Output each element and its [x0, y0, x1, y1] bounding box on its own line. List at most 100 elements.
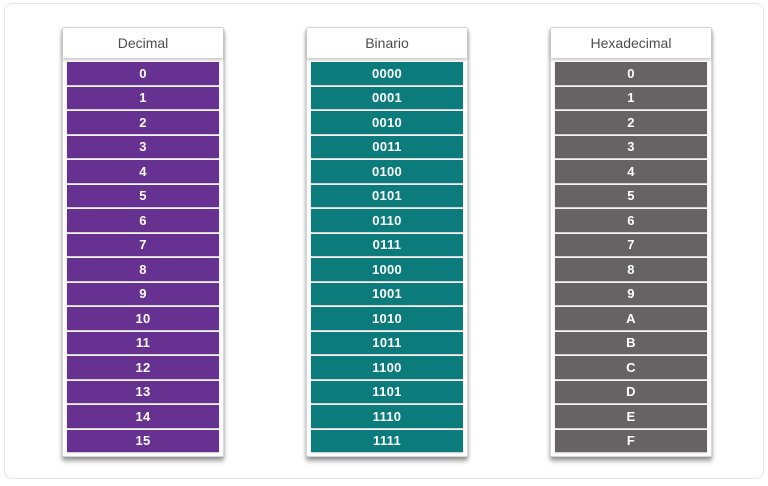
row-value: 2 — [139, 114, 147, 130]
row-value: 0100 — [371, 163, 403, 179]
row-value: E — [626, 408, 636, 424]
row-value: 3 — [139, 139, 147, 155]
row-value: 1010 — [371, 310, 403, 326]
table-row: B — [555, 331, 707, 354]
row-value: 0111 — [372, 237, 402, 253]
table-row: 9 — [67, 282, 219, 305]
row-value: 1100 — [372, 359, 402, 375]
table-row: 1111 — [311, 429, 463, 452]
table-row: 1000 — [311, 258, 463, 281]
row-value: 0010 — [371, 114, 403, 130]
row-value: 15 — [135, 433, 151, 449]
table-row: 1110 — [311, 405, 463, 428]
row-value: 4 — [627, 163, 635, 179]
row-value: 6 — [627, 212, 635, 228]
row-value: B — [626, 335, 636, 351]
table-row: 10 — [67, 307, 219, 330]
row-value: 7 — [139, 237, 147, 253]
row-value: A — [626, 310, 636, 326]
table-row: 4 — [555, 160, 707, 183]
table-row: 1101 — [311, 380, 463, 403]
row-value: 0 — [627, 65, 635, 81]
column-body-binary: 0000 0001 0010 0011 0100 0101 0110 0111 1000 1001… — [307, 58, 467, 456]
table-row: 1010 — [311, 307, 463, 330]
table-row: 5 — [555, 184, 707, 207]
row-value: 1101 — [372, 384, 402, 400]
table-row: 7 — [555, 233, 707, 256]
row-value: 0011 — [372, 139, 402, 155]
table-row: C — [555, 356, 707, 379]
table-row: 0000 — [311, 62, 463, 85]
row-value: 8 — [139, 261, 147, 277]
table-row: 7 — [67, 233, 219, 256]
row-value: 3 — [627, 139, 635, 155]
table-row: 9 — [555, 282, 707, 305]
row-value: 0000 — [371, 65, 403, 81]
table-row: 15 — [67, 429, 219, 452]
row-value: 5 — [139, 188, 147, 204]
table-row: 0 — [555, 62, 707, 85]
table-row: 2 — [67, 111, 219, 134]
table-row: F — [555, 429, 707, 452]
row-value: 1 — [627, 90, 635, 106]
row-value: 1000 — [371, 261, 403, 277]
table-row: 1001 — [311, 282, 463, 305]
table-row: 3 — [67, 135, 219, 158]
row-value: 9 — [627, 286, 635, 302]
table-row: 1 — [67, 86, 219, 109]
table-row: 6 — [555, 209, 707, 232]
table-row: 4 — [67, 160, 219, 183]
table-row: 2 — [555, 111, 707, 134]
table-row: 8 — [555, 258, 707, 281]
row-value: 4 — [139, 163, 147, 179]
table-row: E — [555, 405, 707, 428]
table-row: 0100 — [311, 160, 463, 183]
row-value: 0 — [139, 65, 147, 81]
row-value: 8 — [627, 261, 635, 277]
row-value: 9 — [139, 286, 147, 302]
column-card-decimal: Decimal 0 1 2 3 4 5 6 7 8 9 10 11 12 13 14 15 — [62, 27, 224, 457]
row-value: 7 — [627, 237, 635, 253]
table-row: 0001 — [311, 86, 463, 109]
column-card-binary: Binario 0000 0001 0010 0011 0100 0101 0110 0111… — [306, 27, 468, 457]
table-row: D — [555, 380, 707, 403]
table-row: 0111 — [311, 233, 463, 256]
row-value: 12 — [135, 359, 151, 375]
table-row: 0101 — [311, 184, 463, 207]
row-value: 2 — [627, 114, 635, 130]
column-header-binary: Binario — [307, 28, 467, 58]
row-value: 1 — [139, 90, 147, 106]
row-value: 1011 — [372, 335, 402, 351]
table-row: 1011 — [311, 331, 463, 354]
table-row: A — [555, 307, 707, 330]
table-row: 13 — [67, 380, 219, 403]
table-row: 1100 — [311, 356, 463, 379]
table-row: 0 — [67, 62, 219, 85]
row-value: 1110 — [372, 408, 402, 424]
row-value: 13 — [135, 384, 151, 400]
row-value: C — [626, 359, 636, 375]
row-value: 1111 — [373, 433, 401, 449]
table-row: 6 — [67, 209, 219, 232]
table-row: 11 — [67, 331, 219, 354]
table-row: 14 — [67, 405, 219, 428]
table-row: 12 — [67, 356, 219, 379]
table-row: 0011 — [311, 135, 463, 158]
row-value: 10 — [135, 310, 151, 326]
row-value: 0101 — [371, 188, 403, 204]
row-value: 0001 — [371, 90, 403, 106]
table-row: 8 — [67, 258, 219, 281]
row-value: 0110 — [372, 212, 402, 228]
column-body-decimal: 0 1 2 3 4 5 6 7 8 9 10 11 12 13 14 15 — [63, 58, 223, 456]
table-row: 0010 — [311, 111, 463, 134]
table-row: 5 — [67, 184, 219, 207]
row-value: 5 — [627, 188, 635, 204]
table-row: 0110 — [311, 209, 463, 232]
row-value: 14 — [135, 408, 151, 424]
row-value: 1001 — [371, 286, 403, 302]
row-value: 6 — [139, 212, 147, 228]
conversion-table: Decimal 0 1 2 3 4 5 6 7 8 9 10 11 12 13 14 15 Binario 0… — [62, 27, 712, 457]
column-header-hexadecimal: Hexadecimal — [551, 28, 711, 58]
